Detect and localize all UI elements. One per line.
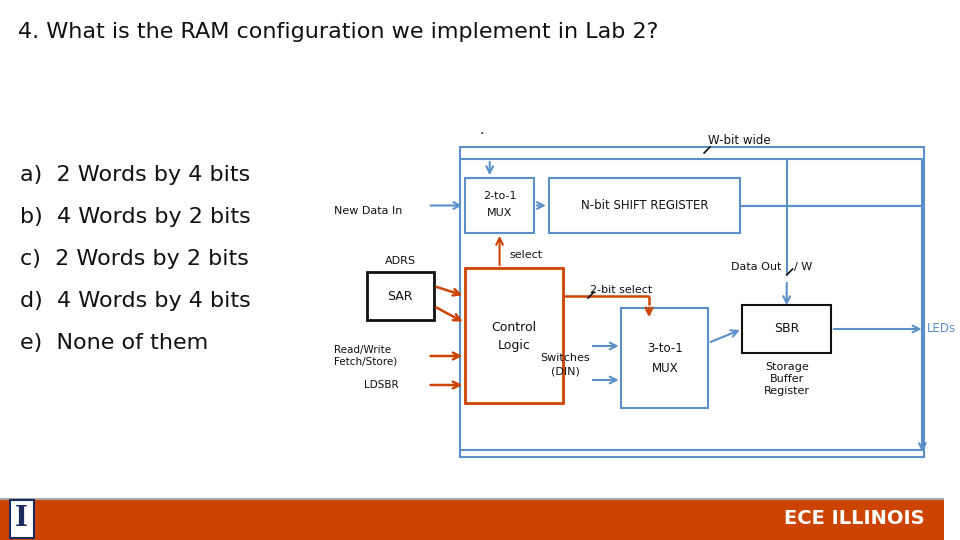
Text: ECE ILLINOIS: ECE ILLINOIS bbox=[783, 510, 924, 529]
Text: New Data In: New Data In bbox=[334, 206, 403, 215]
Bar bbox=[621, 308, 708, 408]
Text: select: select bbox=[510, 250, 542, 260]
Text: 2-to-1: 2-to-1 bbox=[483, 191, 516, 201]
Text: 3-to-1: 3-to-1 bbox=[647, 341, 683, 354]
Text: Logic: Logic bbox=[498, 339, 531, 352]
Text: Fetch/Store): Fetch/Store) bbox=[334, 357, 397, 367]
Text: / W: / W bbox=[794, 262, 812, 272]
Bar bbox=[466, 268, 564, 403]
Bar bbox=[549, 178, 740, 233]
Text: d)  4 Words by 4 bits: d) 4 Words by 4 bits bbox=[19, 291, 251, 311]
Bar bbox=[466, 178, 534, 233]
Text: Data Out: Data Out bbox=[732, 262, 781, 272]
Bar bbox=[367, 272, 434, 320]
Text: SBR: SBR bbox=[774, 322, 800, 335]
Text: Register: Register bbox=[764, 386, 809, 396]
Text: a)  2 Words by 4 bits: a) 2 Words by 4 bits bbox=[19, 165, 250, 185]
Text: 4. What is the RAM configuration we implement in Lab 2?: 4. What is the RAM configuration we impl… bbox=[17, 22, 658, 42]
Text: Buffer: Buffer bbox=[770, 374, 804, 384]
Text: MUX: MUX bbox=[487, 208, 513, 218]
Bar bbox=[742, 305, 831, 353]
Text: Switches: Switches bbox=[540, 353, 590, 363]
Text: e)  None of them: e) None of them bbox=[19, 333, 208, 353]
Text: N-bit SHIFT REGISTER: N-bit SHIFT REGISTER bbox=[581, 199, 708, 212]
Text: ADRS: ADRS bbox=[385, 256, 416, 266]
Text: SAR: SAR bbox=[388, 289, 413, 302]
Text: 2-bit select: 2-bit select bbox=[590, 285, 652, 295]
Text: I: I bbox=[15, 505, 28, 532]
Text: (DIN): (DIN) bbox=[551, 367, 580, 377]
Bar bbox=[0, 500, 944, 540]
Text: c)  2 Words by 2 bits: c) 2 Words by 2 bits bbox=[19, 249, 249, 269]
Text: Storage: Storage bbox=[765, 362, 808, 372]
Text: Read/Write: Read/Write bbox=[334, 345, 392, 355]
Text: b)  4 Words by 2 bits: b) 4 Words by 2 bits bbox=[19, 207, 251, 227]
Text: LEDs: LEDs bbox=[927, 322, 956, 335]
Text: W-bit wide: W-bit wide bbox=[708, 133, 771, 146]
Text: MUX: MUX bbox=[652, 361, 678, 375]
Bar bbox=[460, 147, 924, 457]
Text: Control: Control bbox=[492, 321, 537, 334]
Text: LDSBR: LDSBR bbox=[364, 380, 398, 390]
Text: .: . bbox=[480, 123, 484, 137]
